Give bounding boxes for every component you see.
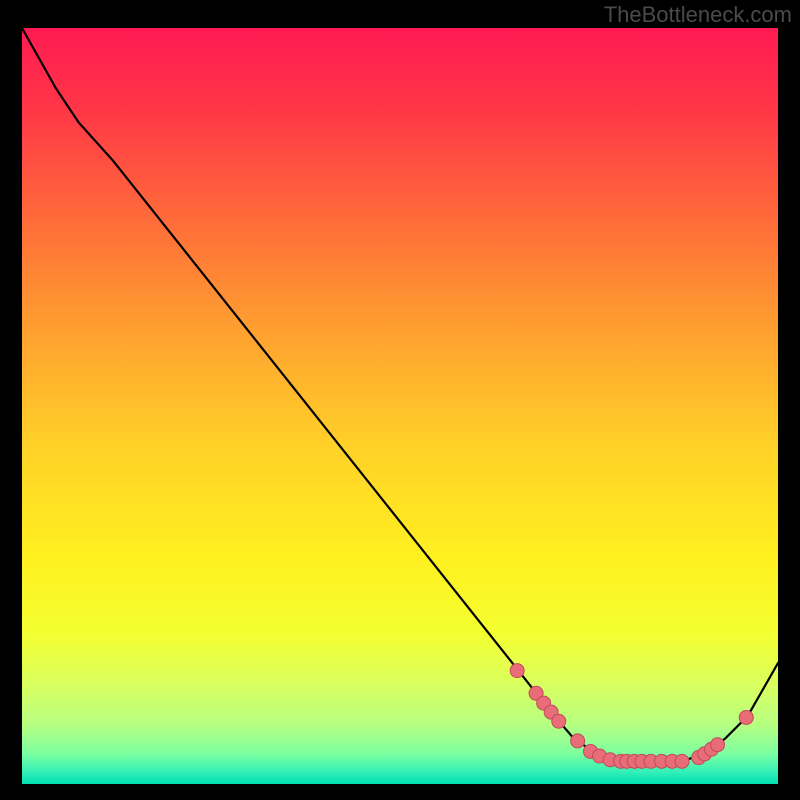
watermark-text: TheBottleneck.com (604, 2, 792, 28)
data-marker (510, 664, 524, 678)
data-marker (675, 754, 689, 768)
gradient-chart (22, 28, 778, 784)
chart-frame: TheBottleneck.com (0, 0, 800, 800)
data-marker (571, 734, 585, 748)
data-marker (711, 738, 725, 752)
gradient-background (22, 28, 778, 784)
data-marker (739, 710, 753, 724)
data-marker (552, 714, 566, 728)
